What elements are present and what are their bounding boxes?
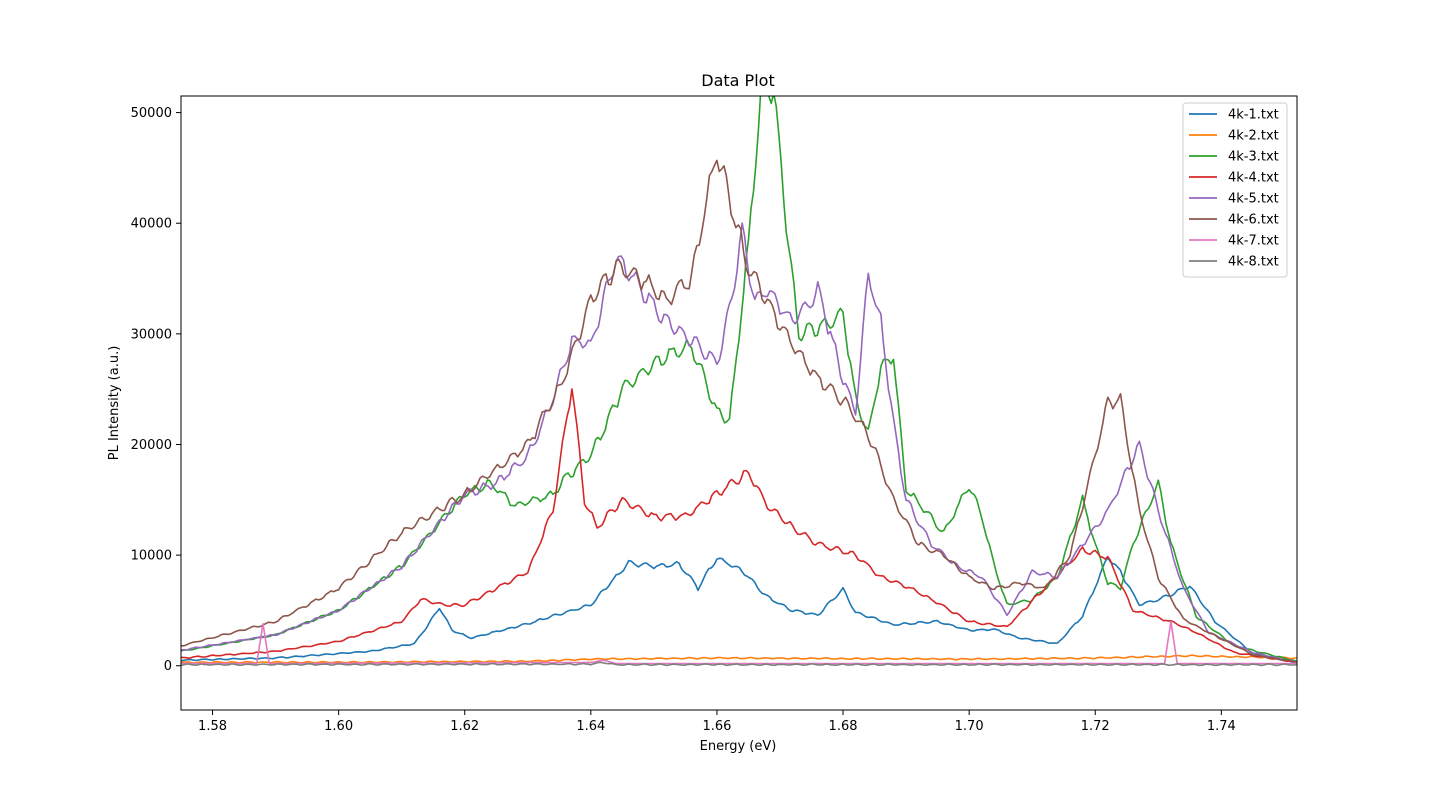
series-line-4k-2: [181, 654, 1297, 664]
x-tick-label: 1.62: [450, 719, 479, 734]
y-axis-label: PL Intensity (a.u.): [107, 346, 122, 461]
series-line-4k-1: [181, 556, 1297, 664]
legend-label: 4k-2.txt: [1228, 129, 1279, 144]
x-axis: 1.58 1.60 1.62 1.64 1.66 1.68 1.70 1.72 1.74: [198, 710, 1236, 734]
legend-box: [1182, 102, 1288, 278]
series-line-4k-6: [181, 159, 1297, 664]
y-tick-label: 20000: [131, 438, 172, 453]
series-line-4k-8: [181, 661, 1297, 667]
legend: 4k-1.txt 4k-2.txt 4k-3.txt 4k-4.txt 4k-5.txt…: [1182, 102, 1288, 278]
legend-label: 4k-4.txt: [1228, 171, 1279, 186]
y-tick-label: 50000: [131, 106, 172, 121]
x-tick-label: 1.74: [1207, 719, 1236, 734]
legend-label: 4k-6.txt: [1228, 213, 1279, 228]
x-tick-label: 1.64: [576, 719, 605, 734]
legend-label: 4k-1.txt: [1228, 108, 1279, 123]
series-layer: [181, 96, 1297, 667]
legend-label: 4k-3.txt: [1228, 150, 1279, 165]
series-line-4k-4: [181, 388, 1297, 664]
x-tick-label: 1.68: [829, 719, 858, 734]
legend-label: 4k-7.txt: [1228, 234, 1279, 249]
x-axis-label: Energy (eV): [700, 739, 777, 754]
y-tick-label: 10000: [131, 549, 172, 564]
legend-label: 4k-8.txt: [1228, 255, 1279, 270]
series-line-4k-7: [181, 620, 1297, 665]
x-tick-label: 1.72: [1081, 719, 1110, 734]
y-tick-label: 0: [164, 659, 172, 674]
x-tick-label: 1.60: [324, 719, 353, 734]
x-tick-label: 1.66: [702, 719, 731, 734]
x-tick-label: 1.58: [198, 719, 227, 734]
chart-title: Data Plot: [701, 71, 774, 90]
series-line-4k-3: [181, 96, 1297, 663]
series-line-4k-5: [181, 222, 1297, 664]
plot-frame: [180, 95, 1298, 711]
y-tick-label: 30000: [131, 327, 172, 342]
x-tick-label: 1.70: [955, 719, 984, 734]
y-axis: 0 10000 20000 30000 40000 50000: [131, 106, 181, 674]
y-tick-label: 40000: [131, 217, 172, 232]
legend-label: 4k-5.txt: [1228, 192, 1279, 207]
